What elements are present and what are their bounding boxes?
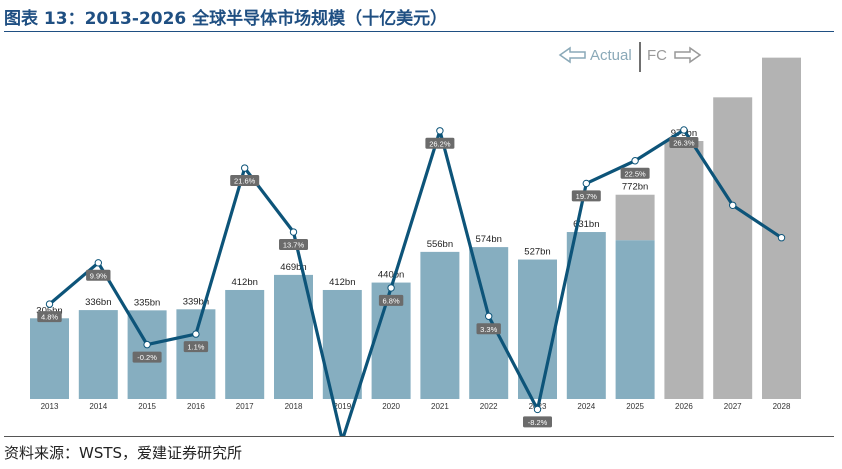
growth-point xyxy=(582,179,590,188)
growth-label-bg xyxy=(183,341,209,353)
growth-label-bg xyxy=(523,416,552,428)
bar-value-label: 556bn xyxy=(427,239,453,250)
legend-fc-label: FC xyxy=(647,47,667,64)
growth-point xyxy=(729,201,737,210)
x-tick-label: 2018 xyxy=(285,402,303,411)
growth-point xyxy=(289,228,298,236)
growth-label-bg xyxy=(620,167,650,179)
growth-label: 26.2% xyxy=(429,139,451,148)
bar-forecast-part xyxy=(615,194,655,241)
x-tick-label: 2026 xyxy=(675,402,693,411)
growth-line xyxy=(47,128,784,436)
x-tick-label: 2027 xyxy=(724,402,742,411)
bars-layer xyxy=(30,57,801,400)
growth-label-bg xyxy=(37,311,62,323)
growth-point xyxy=(192,330,200,338)
title-rule xyxy=(4,31,834,32)
x-tick-label: 2015 xyxy=(138,402,156,411)
bar xyxy=(274,274,313,399)
growth-point xyxy=(45,300,54,308)
bar-value-label: 631bn xyxy=(573,219,599,230)
growth-label-bg xyxy=(132,351,162,363)
growth-label: -0.2% xyxy=(137,353,157,362)
x-tick-label: 2019 xyxy=(333,402,351,411)
growth-label-bg xyxy=(279,239,308,251)
x-tick-label: 2021 xyxy=(431,402,449,411)
growth-point xyxy=(387,284,395,292)
growth-label: 21.6% xyxy=(234,177,256,186)
source-note: 资料来源：WSTS，爱建证券研究所 xyxy=(4,444,243,462)
growth-label-bg xyxy=(571,190,601,202)
legend-actual-label: Actual xyxy=(590,47,632,64)
arrow-right-icon xyxy=(674,46,702,64)
x-tick-label: 2025 xyxy=(626,402,644,411)
bar-value-label: 335bn xyxy=(134,297,160,308)
bar-value-label: 305bn xyxy=(36,305,62,316)
ticks-layer: 2013 2014 2015 2016 2017 2018 2019 2020 2021 2022… xyxy=(41,402,791,411)
growth-label-bg xyxy=(378,294,404,306)
growth-label: 6.8% xyxy=(383,296,400,305)
growth-label-bg xyxy=(669,136,699,148)
bar xyxy=(225,289,265,399)
x-tick-label: 2028 xyxy=(773,402,791,411)
growth-label: 26.3% xyxy=(673,138,695,147)
bar-value-label: 339bn xyxy=(183,296,209,307)
growth-label: 9.9% xyxy=(90,271,107,280)
bar-value-label: 412bn xyxy=(231,277,257,288)
x-tick-label: 2013 xyxy=(41,402,59,411)
growth-label: 3.3% xyxy=(480,325,497,334)
growth-label-bg xyxy=(476,323,501,335)
bar-value-label: 412bn xyxy=(329,277,355,288)
bar xyxy=(518,259,557,399)
growth-point xyxy=(485,312,493,320)
growth-point xyxy=(777,234,786,242)
growth-point xyxy=(94,259,103,267)
growth-label: 22.5% xyxy=(624,169,646,178)
arrow-left-icon xyxy=(558,46,586,64)
growth-label: 1.1% xyxy=(187,343,204,352)
growth-label-bg xyxy=(86,269,111,281)
bar-value-label: 772bn xyxy=(622,182,648,193)
figure-title: 图表 13：2013-2026 全球半导体市场规模（十亿美元） xyxy=(4,9,448,29)
x-tick-label: 2020 xyxy=(382,402,400,411)
growth-label-bg xyxy=(425,137,455,149)
growth-point xyxy=(143,340,151,349)
growth-label-bg xyxy=(230,175,260,187)
growth-line-layer: 4.8%9.9%-0.2%1.1%21.6%13.7%-12.0%6.8%26.… xyxy=(37,126,786,436)
bar-actual-part xyxy=(615,240,655,399)
growth-label: -8.2% xyxy=(528,418,548,427)
growth-label: 13.7% xyxy=(283,241,305,250)
bar-value-label: 336bn xyxy=(85,297,111,308)
bar xyxy=(664,141,704,399)
bar xyxy=(30,318,69,399)
growth-label: 4.8% xyxy=(41,313,58,322)
x-tick-label: 2014 xyxy=(89,402,107,411)
growth-point xyxy=(631,157,639,165)
growth-point xyxy=(436,127,444,135)
bar xyxy=(176,309,216,399)
bar-value-label: 440bn xyxy=(378,270,404,281)
legend: Actual FC xyxy=(558,42,702,72)
bar xyxy=(566,232,606,399)
bar-value-label: 527bn xyxy=(524,247,550,258)
semiconductor-market-chart: 305bn 336bn 335bn 339bn 412bn 469bn 412bn 440bn… xyxy=(30,42,801,436)
bar xyxy=(713,97,753,399)
growth-label: 19.7% xyxy=(576,192,598,201)
x-tick-label: 2024 xyxy=(577,402,595,411)
x-tick-label: 2016 xyxy=(187,402,205,411)
growth-point xyxy=(680,126,688,134)
growth-point xyxy=(241,164,249,172)
bar xyxy=(78,310,118,399)
growth-point xyxy=(533,405,542,414)
x-tick-label: 2017 xyxy=(236,402,254,411)
bar-value-label: 574bn xyxy=(475,234,501,245)
x-tick-label: 2022 xyxy=(480,402,498,411)
bar-value-label: 469bn xyxy=(280,262,306,273)
source-rule xyxy=(4,436,834,437)
bar xyxy=(420,251,460,399)
